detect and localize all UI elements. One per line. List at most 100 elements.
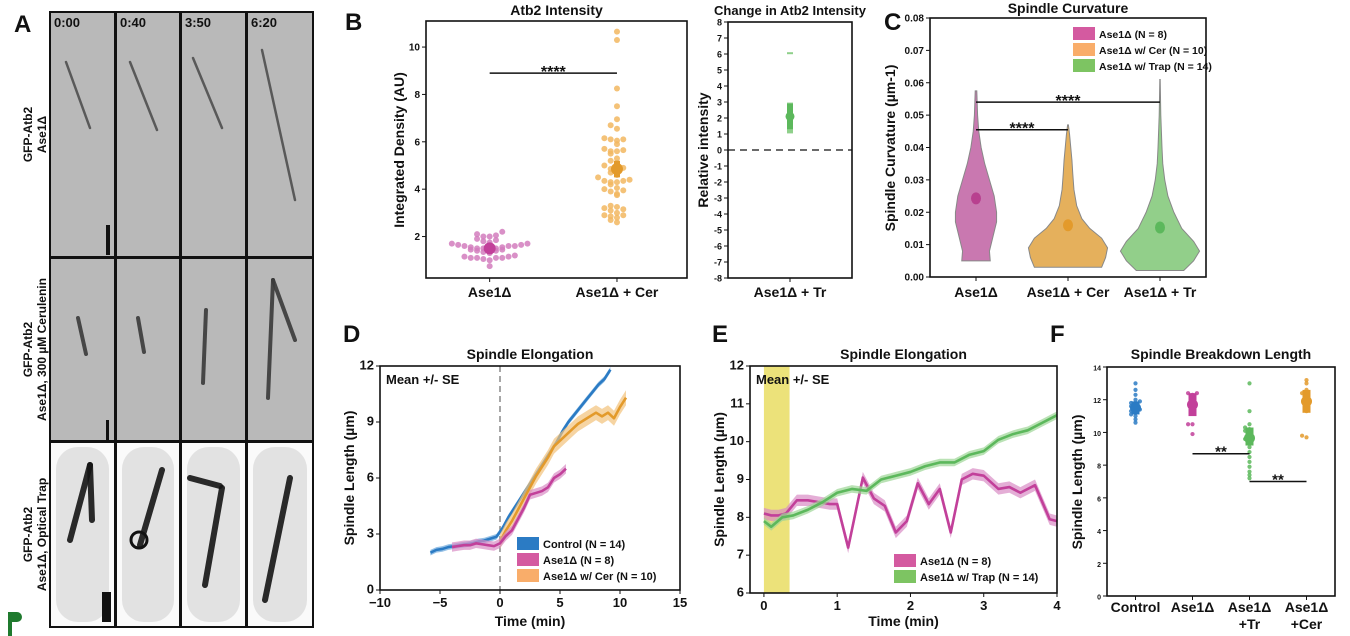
micrograph-cell — [248, 13, 312, 256]
data-point — [1133, 397, 1138, 402]
y-axis-label: Integrated Density (AU) — [391, 72, 407, 228]
x-tick-label: Ase1Δ + Tr — [1124, 284, 1197, 300]
data-point — [499, 244, 506, 251]
timepoint-label: 3:50 — [185, 15, 211, 30]
y-tick-label: -2 — [714, 178, 722, 188]
plot-frame — [425, 20, 688, 279]
data-point — [607, 157, 614, 164]
legend-swatch — [517, 537, 539, 550]
data-point — [620, 177, 627, 184]
timepoint-label: 6:20 — [251, 15, 277, 30]
micrograph-cell — [117, 443, 179, 626]
annotation: Mean +/- SE — [756, 372, 830, 387]
x-tick-label: Ase1Δ + Tr — [754, 284, 827, 300]
micrograph-cell — [182, 259, 245, 440]
data-point — [461, 253, 468, 260]
micrograph-background — [117, 13, 179, 256]
data-point — [474, 254, 481, 261]
y-tick-label: 8 — [737, 509, 744, 524]
y-tick-label: 0.00 — [905, 273, 925, 284]
data-point — [505, 253, 512, 260]
data-point — [1185, 422, 1191, 427]
micrograph-background — [117, 259, 179, 440]
legend-swatch — [1073, 43, 1095, 56]
data-point — [1247, 464, 1252, 469]
spindle — [191, 56, 224, 130]
data-point — [1190, 422, 1195, 427]
y-axis-label: Spindle Length (µm) — [1069, 415, 1085, 550]
legend-swatch — [517, 553, 539, 566]
x-tick-label: 0 — [496, 595, 503, 610]
data-point — [524, 240, 531, 247]
plot-frame — [727, 21, 853, 279]
x-tick-label: −5 — [433, 595, 448, 610]
plot-frame — [1106, 366, 1336, 597]
data-point — [467, 244, 474, 251]
optical-trap-bead — [129, 530, 149, 550]
y-tick-label: 0.01 — [905, 240, 925, 251]
data-point — [448, 240, 455, 247]
violin — [1027, 124, 1109, 268]
panel-letter: C — [884, 9, 901, 36]
y-tick-label: 12 — [1093, 398, 1101, 405]
y-tick-label: 3 — [717, 98, 722, 108]
data-point — [787, 131, 793, 134]
y-tick-label: 6 — [1097, 496, 1101, 503]
data-point — [1304, 435, 1309, 440]
row-label: GFP-Atb2 — [21, 507, 35, 563]
panel-letter: E — [712, 321, 728, 348]
data-point — [1247, 445, 1252, 450]
data-point — [1247, 476, 1252, 481]
micrograph-cell — [51, 259, 114, 440]
chart-title: Spindle Elongation — [840, 346, 967, 362]
data-point — [1247, 422, 1252, 427]
data-point — [620, 136, 627, 143]
chart-title: Spindle Elongation — [467, 346, 594, 362]
cell-outline — [56, 447, 109, 622]
data-point — [620, 212, 627, 219]
micrograph-cell — [248, 259, 312, 440]
chart-atb2-intensity: Atb2 Intensity Integrated Density (AU) 2 4 6… — [391, 2, 688, 300]
logo-mark — [8, 612, 22, 636]
data-point — [607, 148, 614, 155]
legend-label: Ase1Δ w/ Cer (N = 10) — [1099, 45, 1207, 57]
x-tick-label: 5 — [556, 595, 563, 610]
data-point — [486, 233, 493, 240]
series-line — [763, 472, 1058, 549]
data-point — [505, 243, 512, 250]
data-point — [613, 155, 620, 162]
data-point — [601, 186, 608, 193]
spindle — [67, 462, 93, 543]
data-point — [1247, 381, 1252, 386]
y-tick-label: 0.02 — [905, 208, 925, 219]
timepoint-label: 0:40 — [120, 15, 146, 30]
mean-marker — [1155, 221, 1165, 234]
logo — [8, 612, 22, 636]
error-band — [430, 366, 611, 556]
data-point — [1190, 431, 1195, 437]
y-tick-label: 6 — [717, 50, 722, 60]
x-tick-label: 1 — [834, 598, 841, 613]
data-point — [613, 28, 620, 35]
legend-swatch — [1073, 59, 1095, 72]
y-tick-label: -5 — [714, 226, 722, 236]
data-point — [607, 122, 614, 129]
y-tick-label: 8 — [717, 18, 722, 28]
y-tick-label: 10 — [730, 433, 744, 448]
y-tick-label: 0.06 — [905, 78, 925, 89]
data-point — [613, 103, 620, 110]
y-tick-label: 3 — [367, 526, 374, 541]
series-line — [429, 369, 612, 554]
spindle — [76, 316, 88, 356]
chart-title: Spindle Breakdown Length — [1131, 346, 1311, 362]
data-point — [595, 174, 602, 181]
micrograph-cell — [117, 259, 179, 440]
y-tick-label: 11 — [730, 395, 744, 410]
y-tick-label: 0.05 — [905, 111, 925, 122]
data-point — [511, 252, 518, 259]
series-line — [498, 397, 628, 543]
data-point — [1133, 420, 1138, 425]
y-tick-label: 4 — [414, 185, 420, 196]
x-tick-label: −10 — [369, 595, 391, 610]
y-tick-label: 0.07 — [905, 46, 925, 57]
